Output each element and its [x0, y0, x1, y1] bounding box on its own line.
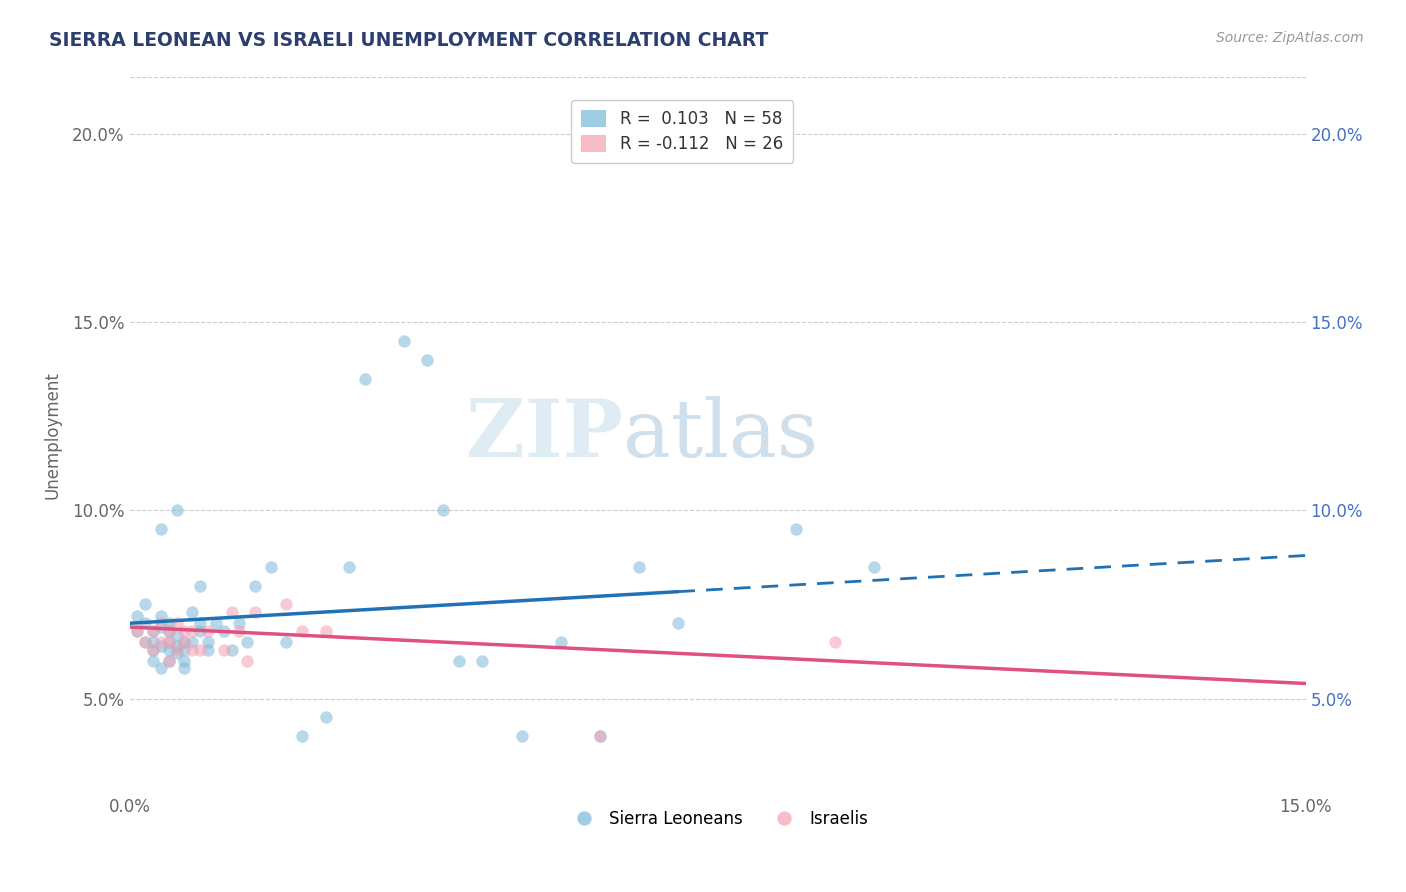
Point: [127, 624, 149, 638]
Point: [236, 635, 259, 649]
Point: [315, 710, 337, 724]
Point: [243, 579, 266, 593]
Point: [173, 661, 195, 675]
Point: [589, 729, 612, 743]
Point: [142, 635, 165, 649]
Text: atlas: atlas: [623, 396, 818, 474]
Point: [315, 624, 337, 638]
Point: [173, 635, 195, 649]
Point: [142, 624, 165, 638]
Point: [666, 616, 689, 631]
Point: [166, 616, 188, 631]
Point: [157, 635, 180, 649]
Point: [447, 654, 470, 668]
Point: [416, 352, 439, 367]
Point: [628, 559, 651, 574]
Point: [157, 654, 180, 668]
Point: [142, 654, 165, 668]
Point: [173, 635, 195, 649]
Point: [291, 729, 314, 743]
Point: [589, 729, 612, 743]
Text: SIERRA LEONEAN VS ISRAELI UNEMPLOYMENT CORRELATION CHART: SIERRA LEONEAN VS ISRAELI UNEMPLOYMENT C…: [49, 31, 769, 50]
Point: [134, 598, 156, 612]
Point: [432, 503, 454, 517]
Point: [149, 616, 172, 631]
Point: [127, 608, 149, 623]
Point: [212, 624, 235, 638]
Point: [471, 654, 494, 668]
Point: [392, 334, 415, 348]
Point: [550, 635, 572, 649]
Point: [181, 635, 204, 649]
Point: [337, 559, 360, 574]
Point: [188, 642, 211, 657]
Point: [243, 605, 266, 619]
Point: [173, 654, 195, 668]
Point: [149, 608, 172, 623]
Legend: Sierra Leoneans, Israelis: Sierra Leoneans, Israelis: [561, 803, 875, 834]
Point: [221, 642, 243, 657]
Point: [824, 635, 846, 649]
Point: [181, 605, 204, 619]
Point: [149, 661, 172, 675]
Point: [173, 624, 195, 638]
Point: [157, 624, 180, 638]
Point: [236, 654, 259, 668]
Point: [149, 635, 172, 649]
Point: [173, 642, 195, 657]
Point: [127, 624, 149, 638]
Point: [291, 624, 314, 638]
Point: [142, 642, 165, 657]
Point: [149, 639, 172, 653]
Point: [276, 635, 298, 649]
Point: [188, 616, 211, 631]
Point: [188, 579, 211, 593]
Point: [134, 635, 156, 649]
Point: [142, 642, 165, 657]
Y-axis label: Unemployment: Unemployment: [44, 371, 60, 499]
Point: [134, 616, 156, 631]
Point: [149, 620, 172, 634]
Point: [205, 616, 228, 631]
Point: [212, 642, 235, 657]
Point: [166, 642, 188, 657]
Point: [197, 624, 219, 638]
Point: [166, 646, 188, 660]
Point: [863, 559, 886, 574]
Point: [149, 522, 172, 536]
Point: [785, 522, 807, 536]
Point: [353, 371, 375, 385]
Point: [510, 729, 533, 743]
Point: [260, 559, 283, 574]
Point: [157, 654, 180, 668]
Point: [197, 635, 219, 649]
Point: [157, 624, 180, 638]
Point: [166, 503, 188, 517]
Point: [197, 642, 219, 657]
Point: [276, 598, 298, 612]
Point: [142, 624, 165, 638]
Point: [157, 616, 180, 631]
Point: [157, 635, 180, 649]
Point: [181, 642, 204, 657]
Point: [157, 642, 180, 657]
Point: [181, 624, 204, 638]
Point: [228, 624, 250, 638]
Text: Source: ZipAtlas.com: Source: ZipAtlas.com: [1216, 31, 1364, 45]
Point: [166, 627, 188, 641]
Point: [228, 616, 250, 631]
Point: [166, 639, 188, 653]
Point: [188, 624, 211, 638]
Text: ZIP: ZIP: [467, 396, 623, 474]
Point: [221, 605, 243, 619]
Point: [134, 635, 156, 649]
